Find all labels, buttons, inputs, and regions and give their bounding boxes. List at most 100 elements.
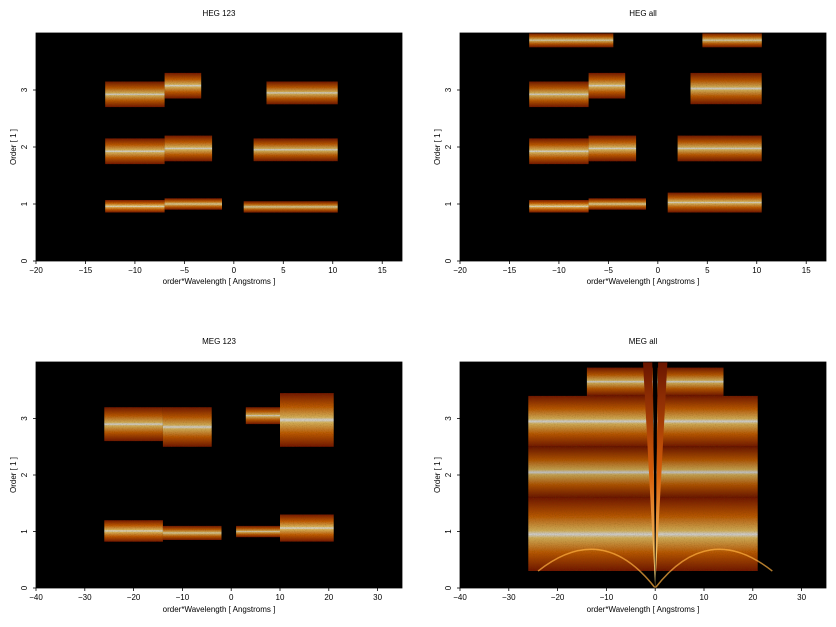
heatmap-region-order-1-3 <box>280 514 334 542</box>
x-tick-label: −10 <box>552 266 566 275</box>
heatmap-region-order-3-7 <box>588 72 626 99</box>
heatmap-regions <box>104 393 334 542</box>
heatmap-region-order-4-9 <box>529 33 614 48</box>
x-tick-label: −20 <box>29 266 43 275</box>
panel-title: HEG 123 <box>203 9 236 18</box>
heatmap-region-order-2-3 <box>529 138 589 165</box>
x-tick-label: 5 <box>705 266 710 275</box>
x-tick-label: −10 <box>176 593 190 602</box>
y-tick-label: 1 <box>20 529 29 534</box>
x-tick-label: 15 <box>802 266 811 275</box>
heatmap-region-order-3-6 <box>529 81 589 108</box>
panel-title: MEG 123 <box>202 337 236 346</box>
heatmap-region-order-2-5 <box>677 135 762 162</box>
zero-order-fan <box>537 362 773 589</box>
dispersion-arc-1 <box>654 548 773 589</box>
heatmap-region-order-1-1 <box>164 198 222 210</box>
panel-meg-123: −40 −30 −20 −10 0 10 20 30 0 1 2 3 MEG 123 order*Wave… <box>9 337 403 614</box>
x-axis-label: order*Wavelength [ Angstroms ] <box>163 277 276 286</box>
x-tick-label: −15 <box>79 266 93 275</box>
heatmap-region-order-1-2 <box>236 525 280 538</box>
heatmap-region-order-3-4 <box>104 407 163 442</box>
x-tick-label: 10 <box>700 593 709 602</box>
heatmap-region-order-4-10 <box>702 33 762 48</box>
y-axis-label: Order [ 1 ] <box>9 457 18 493</box>
heatmap-region-order-3-8 <box>690 72 762 105</box>
x-tick-label: 10 <box>276 593 285 602</box>
y-tick-label: 0 <box>20 585 29 590</box>
panel-heg-all: −20 −15 −10 −5 0 5 10 15 0 1 2 3 HEG all order*Wavele… <box>433 9 827 286</box>
heatmap-region-order-3-5 <box>162 407 212 447</box>
plot-area <box>36 362 402 588</box>
panel-title: HEG all <box>629 9 657 18</box>
y-tick-label: 3 <box>444 87 453 92</box>
heatmap-region-order-3-7 <box>164 72 202 99</box>
x-tick-label: 15 <box>378 266 387 275</box>
heatmap-region-order-1-1 <box>162 525 222 540</box>
x-tick-label: 5 <box>281 266 286 275</box>
heatmap-region-order-2-5 <box>253 138 338 162</box>
x-tick-label: −30 <box>78 593 92 602</box>
panel-heg-123: −20 −15 −10 −5 0 5 10 15 0 1 2 3 HEG 123 order*Wavele… <box>9 9 403 286</box>
heatmap-region-order-1-2 <box>667 192 762 213</box>
plot-area <box>36 33 402 261</box>
x-tick-label: 0 <box>229 593 234 602</box>
x-tick-label: 30 <box>373 593 382 602</box>
x-tick-label: −30 <box>502 593 516 602</box>
x-tick-label: 20 <box>748 593 757 602</box>
heatmap-region-order-1-0 <box>529 200 589 213</box>
heatmap-region-order-2-3 <box>105 138 165 165</box>
y-tick-label: 1 <box>20 201 29 206</box>
fan-right <box>655 362 668 588</box>
plot-area <box>460 33 826 261</box>
heatmap-region-order-2-4 <box>164 135 213 162</box>
heatmap-region-order-2-4 <box>588 135 637 162</box>
x-axis-label: order*Wavelength [ Angstroms ] <box>163 605 276 614</box>
x-axis-label: order*Wavelength [ Angstroms ] <box>587 277 700 286</box>
x-tick-label: −5 <box>180 266 190 275</box>
x-axis-label: order*Wavelength [ Angstroms ] <box>587 605 700 614</box>
y-tick-label: 3 <box>20 87 29 92</box>
y-tick-label: 2 <box>20 144 29 149</box>
y-axis-label: Order [ 1 ] <box>433 129 442 165</box>
x-tick-label: 30 <box>797 593 806 602</box>
x-tick-label: 0 <box>656 266 661 275</box>
y-tick-label: 0 <box>20 258 29 263</box>
y-tick-label: 2 <box>444 472 453 477</box>
x-tick-label: 20 <box>324 593 333 602</box>
heatmap-region-order-3-8 <box>266 81 338 105</box>
x-tick-label: −5 <box>604 266 614 275</box>
x-tick-label: −20 <box>453 266 467 275</box>
heatmap-region-order-1-0 <box>104 520 163 542</box>
y-tick-label: 3 <box>444 416 453 421</box>
fan-gap <box>652 362 658 588</box>
y-tick-label: 2 <box>444 144 453 149</box>
heatmap-region-order-1-1 <box>588 198 646 210</box>
x-tick-label: 0 <box>653 593 658 602</box>
heatmap-region-order-2-1 <box>528 446 758 498</box>
panel-title: MEG all <box>629 337 658 346</box>
x-tick-label: −10 <box>128 266 142 275</box>
y-axis-label: Order [ 1 ] <box>9 129 18 165</box>
x-tick-label: −20 <box>127 593 141 602</box>
y-tick-label: 2 <box>20 472 29 477</box>
heatmap-region-order-3-2 <box>528 395 758 447</box>
x-tick-label: −10 <box>600 593 614 602</box>
heatmap-regions <box>528 367 758 571</box>
heatmap-region-order-3-7 <box>280 393 334 447</box>
x-tick-label: −15 <box>503 266 517 275</box>
heatmap-regions <box>529 33 762 213</box>
heatmap-regions <box>105 72 338 213</box>
y-tick-label: 0 <box>444 258 453 263</box>
panel-meg-all: −40 −30 −20 −10 0 10 20 30 0 1 2 3 MEG all order*Wave… <box>433 337 827 614</box>
x-tick-label: −40 <box>29 593 43 602</box>
x-tick-label: 10 <box>328 266 337 275</box>
heatmap-region-order-3-6 <box>105 81 165 108</box>
heatmap-region-order-1-0 <box>105 200 165 213</box>
fan-left <box>643 362 656 588</box>
x-tick-label: 0 <box>232 266 237 275</box>
y-axis-label: Order [ 1 ] <box>433 457 442 493</box>
heatmap-region-order-3-6 <box>245 407 280 425</box>
heatmap-region-order-1-0 <box>528 497 758 571</box>
